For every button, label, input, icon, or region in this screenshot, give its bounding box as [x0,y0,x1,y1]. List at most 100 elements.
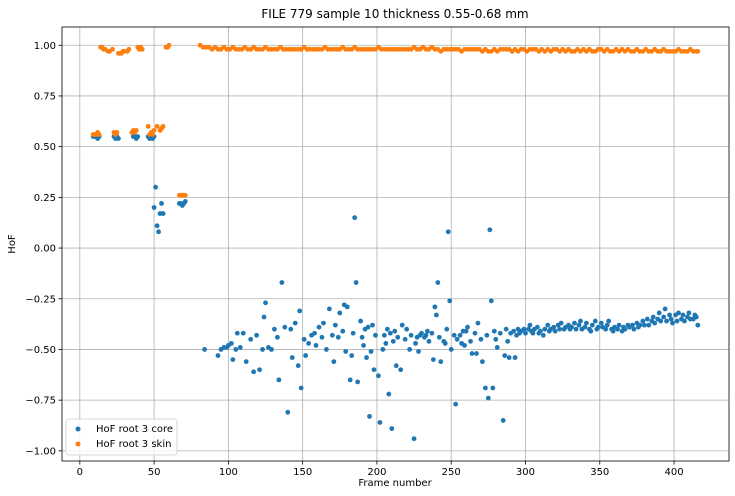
x-axis-ticks: 0 50 100 150 200 250 300 350 400 [77,461,684,478]
core-point [589,322,595,328]
y-gridlines [62,44,729,452]
core-point [384,326,390,332]
core-point [254,332,259,338]
core-point [240,330,246,336]
core-point [474,351,479,356]
core-point [329,332,335,338]
core-point [646,322,652,328]
core-point [453,401,459,407]
core-point [358,318,363,324]
core-point [637,322,643,328]
core-point [650,314,656,320]
core-point [407,347,413,352]
x-tick-label: 50 [148,467,161,478]
core-point [436,334,442,340]
core-point [419,330,424,336]
core-point [622,326,628,332]
core-point [680,312,686,318]
y-tick-label: 0.75 [34,91,56,102]
core-point [468,338,473,344]
y-tick-label: 0.25 [34,193,56,204]
core-point [389,426,395,431]
core-point [282,324,288,330]
core-point [442,340,448,346]
skin-point [110,46,115,52]
core-point [426,338,432,344]
core-point [598,320,604,326]
core-point [316,324,322,330]
core-point [257,367,262,373]
core-point [497,330,503,336]
core-point [521,326,527,332]
core-point [395,334,401,340]
core-point [444,326,450,332]
core-point [326,306,332,312]
core-point [682,318,687,324]
legend-marker-core [75,426,81,432]
core-point [404,326,410,332]
core-point [658,318,664,324]
core-point [402,336,408,342]
core-point [260,347,265,352]
core-point [695,322,701,328]
core-point [303,353,309,358]
core-point [573,326,579,332]
core-point [491,328,497,334]
core-point [494,345,500,350]
core-point [478,336,484,342]
core-point [416,349,421,354]
core-point [668,316,674,322]
core-point [469,351,475,356]
core-point [233,347,239,352]
core-point [445,229,451,235]
core-point [603,326,609,332]
core-point [324,347,329,352]
core-point [202,347,208,352]
core-point [425,328,430,334]
y-axis-label: HoF [7,234,18,254]
core-point [583,320,589,326]
core-point [558,320,564,326]
core-point [463,328,469,334]
core-point [505,338,511,344]
core-point [276,377,282,383]
core-point [313,343,319,348]
skin-point [126,46,132,52]
x-gridlines [79,27,675,461]
core-point [237,345,243,350]
core-point [151,205,157,210]
core-point [661,314,667,320]
core-point [332,322,338,328]
x-tick-label: 300 [516,467,535,478]
y-tick-label: 1.00 [34,41,56,52]
plot-frame [61,26,730,462]
core-point [534,324,540,330]
core-point [652,320,658,326]
legend-label-skin: HoF root 3 skin [96,439,171,450]
core-point [153,184,158,190]
core-point [676,310,681,316]
skin-point [133,128,139,133]
core-point [337,310,343,316]
legend-label-core: HoF root 3 core [96,424,173,435]
core-point [321,320,326,326]
core-point [383,340,389,346]
core-point [482,385,488,391]
series-layer [90,42,701,442]
core-point [447,298,453,304]
x-axis-label: Frame number [358,478,432,489]
core-point [572,320,577,326]
core-point [640,318,646,324]
core-point [433,312,439,318]
chart-title: FILE 779 sample 10 thickness 0.55-0.68 m… [261,7,528,21]
core-point [545,322,551,328]
core-point [298,385,304,391]
core-point [435,280,441,285]
skin-point [151,128,157,133]
core-point [319,334,325,340]
core-point [350,330,356,336]
core-point [457,332,463,338]
core-point [606,318,612,324]
y-tick-label: −1.00 [25,446,56,457]
